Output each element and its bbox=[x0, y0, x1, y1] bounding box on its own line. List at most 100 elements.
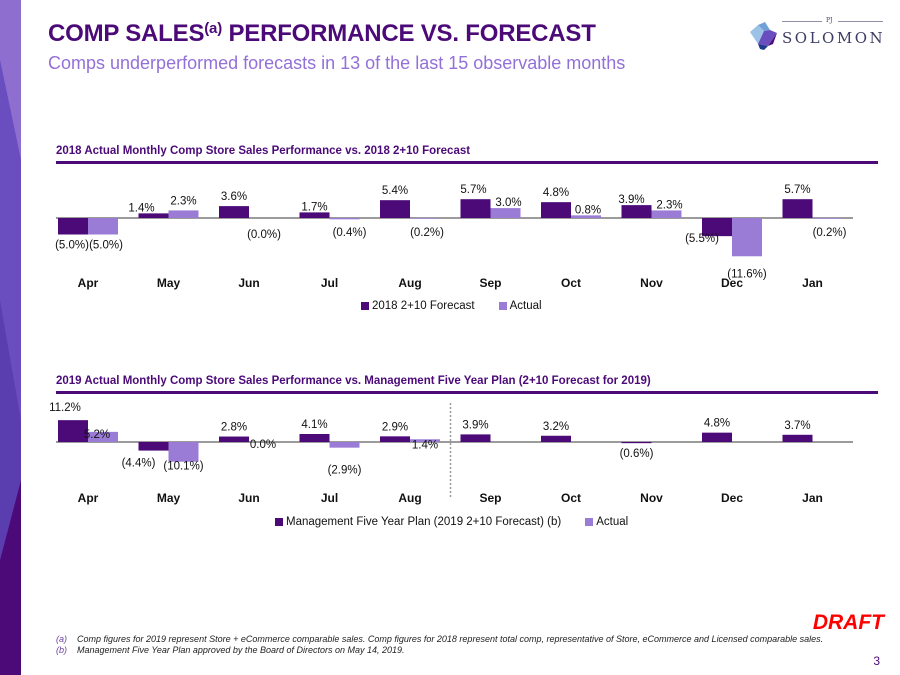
data-label-sep-forecast: 5.7% bbox=[460, 184, 486, 196]
data-label-dec-forecast: (5.5%) bbox=[685, 233, 719, 245]
legend-label-forecast: 2018 2+10 Forecast bbox=[372, 300, 475, 312]
data-label-jan-forecast: 5.7% bbox=[784, 184, 810, 196]
legend-swatch-plan bbox=[275, 518, 283, 526]
bar-may-forecast bbox=[138, 213, 169, 218]
sidebar-graphic bbox=[0, 0, 21, 675]
bar-may-forecast bbox=[138, 442, 169, 451]
bar-nov-forecast bbox=[621, 442, 652, 444]
logo-wordmark: SOLOMON bbox=[782, 29, 886, 47]
data-label-apr-actual: 5.2% bbox=[84, 429, 110, 441]
logo-icon bbox=[750, 22, 777, 50]
chart2-legend: Management Five Year Plan (2019 2+10 For… bbox=[275, 516, 628, 528]
legend-swatch-forecast bbox=[361, 302, 369, 310]
data-label-nov-actual: 2.3% bbox=[656, 199, 682, 211]
data-label-aug-actual: (0.2%) bbox=[410, 227, 444, 239]
footnote-b: (b) Management Five Year Plan approved by… bbox=[56, 645, 846, 656]
data-label-may-forecast: (4.4%) bbox=[122, 458, 156, 470]
legend-label-plan: Management Five Year Plan (2019 2+10 For… bbox=[286, 516, 562, 528]
bar-dec-actual bbox=[732, 218, 762, 257]
page-title: COMP SALES(a) PERFORMANCE VS. FORECAST bbox=[48, 20, 596, 48]
category-label-sep: Sep bbox=[479, 491, 501, 505]
sidebar-decoration bbox=[0, 0, 21, 675]
category-label-jan: Jan bbox=[802, 276, 823, 290]
bar-apr-actual bbox=[88, 431, 118, 442]
page-number: 3 bbox=[873, 654, 880, 668]
category-label-apr: Apr bbox=[78, 491, 99, 505]
category-label-dec: Dec bbox=[721, 276, 743, 290]
bar-sep-forecast bbox=[460, 434, 491, 442]
data-label-aug-forecast: 2.9% bbox=[382, 421, 408, 433]
data-label-apr-actual: (5.0%) bbox=[89, 240, 123, 252]
footnote-text: Comp figures for 2019 represent Store + … bbox=[77, 634, 824, 644]
bar-oct-forecast bbox=[541, 202, 571, 218]
bar-sep-actual bbox=[490, 208, 521, 218]
data-label-aug-forecast: 5.4% bbox=[382, 185, 408, 197]
chart1-legend: 2018 2+10 Forecast Actual bbox=[361, 300, 542, 312]
data-label-apr-forecast: (5.0%) bbox=[55, 240, 89, 252]
data-label-sep-actual: 3.0% bbox=[495, 197, 521, 209]
bar-apr-forecast bbox=[58, 420, 88, 442]
data-label-jun-actual: (0.0%) bbox=[247, 229, 281, 241]
data-label-may-forecast: 1.4% bbox=[128, 202, 154, 214]
data-label-dec-actual: (11.6%) bbox=[727, 268, 767, 280]
data-label-oct-forecast: 3.2% bbox=[543, 421, 569, 433]
data-label-jan-forecast: 3.7% bbox=[784, 420, 810, 432]
footnote-text: Management Five Year Plan approved by th… bbox=[77, 645, 405, 655]
bar-aug-forecast bbox=[380, 436, 410, 442]
draft-watermark: DRAFT bbox=[812, 611, 884, 634]
bar-jul-forecast bbox=[299, 434, 330, 442]
legend-swatch-actual bbox=[498, 302, 507, 310]
bar-jul-forecast bbox=[299, 212, 330, 218]
title-footnote-ref: (a) bbox=[204, 20, 222, 37]
bar-sep-forecast bbox=[460, 199, 491, 218]
chart2-title: 2019 Actual Monthly Comp Store Sales Per… bbox=[56, 375, 651, 387]
category-label-dec: Dec bbox=[721, 491, 743, 505]
data-label-sep-forecast: 3.9% bbox=[462, 419, 488, 431]
chart1-title-rule bbox=[56, 161, 878, 164]
footnote-mark: (a) bbox=[56, 634, 67, 644]
data-label-jul-forecast: 4.1% bbox=[301, 419, 327, 431]
bar-aug-actual bbox=[410, 218, 440, 219]
bar-may-actual bbox=[168, 210, 199, 218]
data-label-oct-actual: 0.8% bbox=[575, 204, 601, 216]
data-label-jul-actual: (0.4%) bbox=[333, 227, 367, 239]
category-label-jun: Jun bbox=[238, 276, 259, 290]
footnote-a: (a) Comp figures for 2019 represent Store… bbox=[56, 634, 846, 645]
data-label-dec-forecast: 4.8% bbox=[704, 418, 730, 430]
category-label-may: May bbox=[157, 491, 181, 505]
category-label-sep: Sep bbox=[479, 276, 501, 290]
category-label-may: May bbox=[157, 276, 181, 290]
data-label-may-actual: 2.3% bbox=[170, 195, 196, 207]
bar-jul-actual bbox=[329, 442, 360, 448]
chart1-title: 2018 Actual Monthly Comp Store Sales Per… bbox=[56, 145, 471, 157]
category-label-jul: Jul bbox=[321, 491, 338, 505]
logo-rule-left bbox=[782, 21, 822, 22]
logo-rule-right bbox=[838, 21, 883, 22]
category-label-oct: Oct bbox=[561, 491, 581, 505]
bar-nov-forecast bbox=[621, 205, 652, 218]
category-label-nov: Nov bbox=[640, 276, 663, 290]
bar-jan-actual bbox=[812, 218, 843, 219]
bar-aug-actual bbox=[410, 439, 440, 442]
bar-jan-forecast bbox=[782, 434, 813, 442]
data-label-jun-forecast: 2.8% bbox=[221, 422, 247, 434]
page-subtitle: Comps underperformed forecasts in 13 of … bbox=[48, 53, 626, 73]
bar-apr-actual bbox=[88, 218, 118, 235]
category-label-nov: Nov bbox=[640, 491, 663, 505]
data-label-jul-actual: (2.9%) bbox=[328, 465, 362, 477]
bar-nov-actual bbox=[651, 210, 682, 218]
chart2-title-rule bbox=[56, 391, 878, 394]
data-label-jan-actual: (0.2%) bbox=[813, 227, 847, 239]
legend-swatch-actual bbox=[585, 518, 594, 526]
bar-dec-forecast bbox=[702, 432, 732, 442]
footnotes: (a) Comp figures for 2019 represent Store… bbox=[56, 634, 846, 656]
bar-oct-forecast bbox=[541, 435, 571, 442]
logo-pj: PJ bbox=[826, 17, 833, 24]
title-text-rest: PERFORMANCE VS. FORECAST bbox=[222, 20, 596, 47]
chart-2019: 11.2% 5.2% Apr (4.4%) (10.1%) May 2.8%0.0% Jun 4… bbox=[49, 402, 853, 505]
data-label-jun-actual: 0.0% bbox=[250, 439, 276, 451]
category-label-aug: Aug bbox=[398, 276, 421, 290]
footnote-mark: (b) bbox=[56, 645, 67, 655]
pj-solomon-logo: PJ SOLOMON bbox=[748, 16, 888, 52]
data-label-may-actual: (10.1%) bbox=[163, 461, 203, 473]
